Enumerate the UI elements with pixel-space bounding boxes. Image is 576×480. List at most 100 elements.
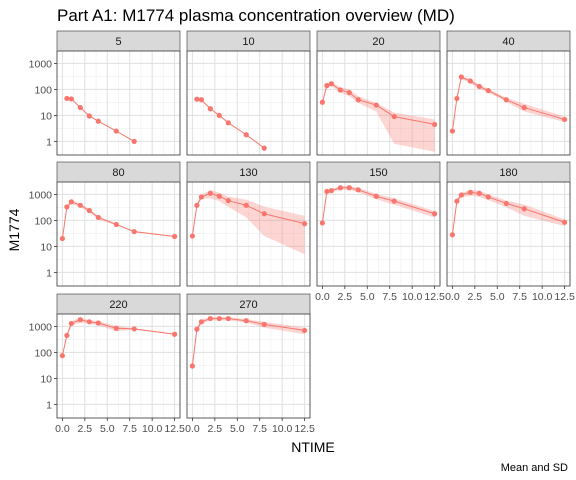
data-point bbox=[337, 87, 343, 93]
data-point bbox=[346, 90, 352, 96]
data-point bbox=[355, 187, 361, 193]
data-point bbox=[207, 315, 213, 322]
data-point bbox=[86, 319, 92, 325]
x-tick-label: 10.0 bbox=[532, 291, 553, 303]
data-point bbox=[216, 193, 222, 199]
data-point bbox=[458, 74, 464, 80]
data-point bbox=[95, 214, 101, 221]
data-point bbox=[476, 190, 482, 196]
facet-panel-5: 5 1 10 100 1000 bbox=[29, 30, 181, 156]
data-point bbox=[503, 200, 509, 207]
data-point bbox=[194, 202, 200, 208]
data-point bbox=[172, 331, 178, 337]
facet-panel-130: 130 bbox=[186, 161, 311, 287]
x-tick-label: 5.0 bbox=[360, 291, 375, 303]
data-point bbox=[113, 221, 119, 228]
data-point bbox=[302, 327, 308, 334]
x-tick-label: 7.5 bbox=[512, 291, 527, 303]
data-point bbox=[172, 233, 178, 240]
data-point bbox=[449, 232, 455, 238]
data-point bbox=[77, 317, 83, 323]
data-point bbox=[216, 112, 222, 119]
data-point bbox=[68, 199, 74, 205]
y-tick-label: 1000 bbox=[29, 321, 53, 333]
data-point bbox=[64, 332, 70, 339]
caption: Mean and SD bbox=[501, 462, 568, 474]
x-tick-label: 5.0 bbox=[100, 423, 115, 435]
data-point bbox=[503, 97, 509, 103]
data-point bbox=[476, 83, 482, 90]
facet-strip-label: 270 bbox=[239, 299, 257, 311]
data-point bbox=[225, 197, 231, 204]
x-tick-label: 10.0 bbox=[142, 423, 163, 435]
data-point bbox=[59, 353, 65, 359]
y-tick-label: 1000 bbox=[29, 58, 53, 70]
data-point bbox=[432, 211, 438, 217]
sd-ribbon bbox=[62, 317, 175, 356]
data-point bbox=[355, 97, 361, 103]
panel-border bbox=[186, 181, 311, 287]
y-tick-label: 100 bbox=[34, 347, 52, 359]
data-point bbox=[189, 233, 195, 239]
data-point bbox=[337, 185, 343, 191]
x-tick-label: 7.5 bbox=[252, 423, 267, 435]
data-point bbox=[59, 235, 65, 242]
facet-strip-label: 20 bbox=[372, 36, 384, 48]
panel-border bbox=[186, 313, 311, 419]
data-point bbox=[86, 113, 92, 119]
x-tick-label: 2.5 bbox=[208, 423, 223, 435]
facet-panel-220: 220 1 10 100 1000 0.0 2.5 5.0 7.5 10.0 12.5 bbox=[29, 293, 185, 435]
data-point bbox=[458, 192, 464, 198]
facet-panel-80: 80 1 10 100 1000 bbox=[29, 161, 181, 287]
panel-border bbox=[56, 50, 181, 156]
data-point bbox=[207, 106, 213, 112]
data-point bbox=[113, 325, 119, 331]
sd-ribbon bbox=[322, 81, 435, 152]
data-point bbox=[68, 320, 74, 327]
facet-panel-180: 180 0.0 2.5 5.0 7.5 10.0 12.5 bbox=[445, 161, 575, 303]
data-point bbox=[562, 116, 568, 123]
data-point bbox=[225, 120, 231, 126]
data-point bbox=[467, 189, 473, 195]
data-point bbox=[521, 104, 527, 111]
data-point bbox=[86, 207, 92, 214]
x-tick-label: 7.5 bbox=[382, 291, 397, 303]
sd-ribbon bbox=[192, 189, 305, 255]
data-point bbox=[216, 315, 222, 322]
facet-strip-label: 150 bbox=[369, 167, 387, 179]
data-point bbox=[243, 202, 249, 208]
facet-strip-label: 130 bbox=[239, 167, 257, 179]
data-point bbox=[95, 118, 101, 124]
panel-border bbox=[316, 181, 441, 287]
data-point bbox=[391, 198, 397, 204]
data-point bbox=[198, 97, 204, 103]
x-tick-label: 5.0 bbox=[230, 423, 245, 435]
x-tick-label: 0.0 bbox=[315, 291, 330, 303]
data-point bbox=[198, 194, 204, 200]
data-point bbox=[454, 198, 460, 204]
facet-strip-label: 5 bbox=[115, 36, 121, 48]
data-point bbox=[64, 95, 70, 102]
data-point bbox=[373, 193, 379, 199]
x-tick-label: 10.0 bbox=[402, 291, 423, 303]
x-tick-label: 2.5 bbox=[338, 291, 353, 303]
data-point bbox=[225, 315, 231, 322]
data-point bbox=[324, 188, 330, 195]
data-point bbox=[562, 219, 568, 225]
x-tick-label: 12.5 bbox=[424, 291, 445, 303]
data-point bbox=[64, 204, 70, 210]
y-tick-label: 1000 bbox=[29, 189, 53, 201]
y-tick-label: 10 bbox=[40, 241, 52, 253]
data-point bbox=[485, 194, 491, 200]
data-point bbox=[68, 96, 74, 102]
data-point bbox=[485, 87, 491, 94]
data-point bbox=[454, 95, 460, 102]
x-tick-label: 2.5 bbox=[78, 423, 93, 435]
data-point bbox=[131, 138, 137, 145]
chart-title: Part A1: M1774 plasma concentration over… bbox=[57, 6, 455, 25]
facet-strip-label: 180 bbox=[499, 167, 517, 179]
x-tick-label: 0.0 bbox=[55, 423, 70, 435]
data-point bbox=[194, 96, 200, 102]
data-point bbox=[432, 121, 438, 128]
data-point bbox=[319, 220, 325, 226]
